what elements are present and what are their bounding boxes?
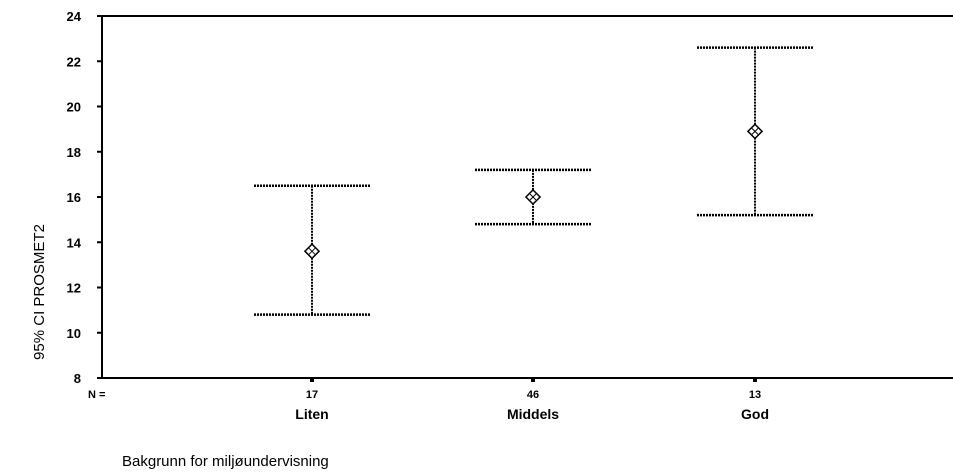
category-label: God [741,406,769,422]
x-tick [753,378,757,382]
y-tick-label: 16 [67,190,81,205]
n-count-label: 17 [306,389,318,401]
x-tick [310,378,314,382]
x-axis-title: Bakgrunn for miljøundervisning [122,453,329,470]
y-tick-label: 10 [67,326,81,341]
y-tick-label: 8 [74,371,81,386]
category-label: Middels [507,406,559,422]
error-bars [254,46,813,316]
n-count-label: 46 [527,389,539,401]
category-label: Liten [295,406,328,422]
error-bar-middels [475,168,591,226]
y-tick-label: 18 [67,145,81,160]
mean-marker-cross [751,128,759,135]
mean-marker-cross [529,193,537,201]
n-label: N = [88,389,105,401]
x-tick [531,378,535,382]
error-bar-liten [254,184,370,316]
y-tick-label: 20 [67,100,81,115]
error-bar-god [697,46,813,217]
y-axis: 8 10 12 14 16 18 20 22 24 [67,9,102,386]
y-tick-label: 22 [67,54,81,69]
y-tick-label: 14 [67,235,82,250]
x-axis: 17 Liten 46 Middels 13 God [295,378,769,422]
y-tick-label: 24 [67,9,82,24]
n-count-label: 13 [749,389,761,401]
mean-marker-cross [308,247,316,255]
y-tick-label: 12 [67,281,81,296]
y-axis-title: 95% CI PROSMET2 [31,224,48,360]
